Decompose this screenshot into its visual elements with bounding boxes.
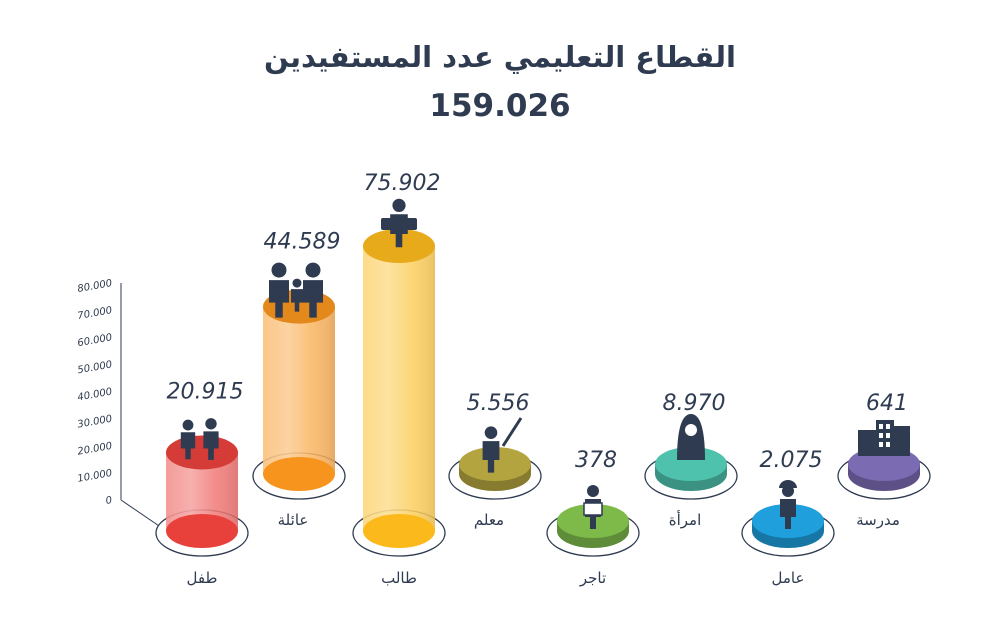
bar-highlight	[363, 246, 435, 531]
y-tick-label: 20.000	[77, 441, 113, 458]
category-label: عامل	[772, 569, 805, 587]
value-label: 5.556	[467, 391, 530, 416]
bar-bottom	[263, 457, 335, 491]
family-icon	[269, 262, 323, 318]
value-label: 20.915	[167, 379, 244, 404]
category-label: تاجر	[579, 569, 606, 587]
page-title: القطاع التعليمي عدد المستفيدين	[264, 40, 736, 74]
school-icon	[858, 420, 910, 456]
value-label: 44.589	[264, 230, 341, 255]
y-tick-label: 70.000	[77, 305, 113, 322]
y-tick-label: 80.000	[77, 278, 113, 295]
woman-icon	[677, 414, 705, 460]
student-icon	[381, 198, 417, 248]
bar-highlight	[263, 306, 335, 474]
category-labels: طفل عائلة طالب معلم تاجر امرأة عامل مدرسة	[187, 510, 900, 587]
merchant-icon	[583, 485, 603, 529]
icons	[180, 198, 910, 529]
total-beneficiaries: 159.026	[429, 88, 571, 124]
children-icon	[180, 418, 219, 460]
bar-6	[655, 447, 727, 491]
category-label: مدرسة	[856, 511, 900, 529]
category-label: امرأة	[669, 510, 702, 529]
bar-top	[655, 447, 727, 481]
worker-icon	[779, 480, 797, 529]
bar-top	[166, 435, 238, 470]
bar-top	[459, 447, 531, 481]
y-tick-label: 0	[105, 495, 113, 507]
x-axis-line	[120, 499, 166, 531]
bar-3	[363, 229, 435, 548]
category-label: معلم	[474, 511, 504, 529]
y-tick-label: 60.000	[77, 332, 113, 349]
category-label: عائلة	[278, 511, 309, 529]
value-labels: 20.915 44.589 75.902 5.556 378 8.970 2.075 641	[167, 171, 908, 473]
value-label: 641	[866, 391, 908, 416]
value-label: 378	[575, 448, 617, 473]
bar-bottom	[363, 514, 435, 548]
y-tick-label: 30.000	[77, 414, 113, 431]
value-label: 2.075	[760, 448, 823, 473]
bar-bottom	[166, 514, 238, 548]
y-axis: 0 10.000 20.000 30.000 40.000 50.000 60.000 70.…	[77, 278, 166, 531]
y-tick-label: 50.000	[77, 359, 113, 376]
y-tick-label: 40.000	[77, 387, 113, 404]
category-label: طفل	[187, 569, 218, 587]
value-label: 75.902	[364, 171, 441, 196]
category-label: طالب	[381, 569, 417, 587]
value-label: 8.970	[663, 391, 726, 416]
bar-4	[459, 447, 531, 491]
teacher-icon	[482, 417, 523, 473]
y-tick-label: 10.000	[77, 468, 113, 485]
bar-2	[263, 289, 335, 491]
bar-1	[166, 435, 238, 548]
